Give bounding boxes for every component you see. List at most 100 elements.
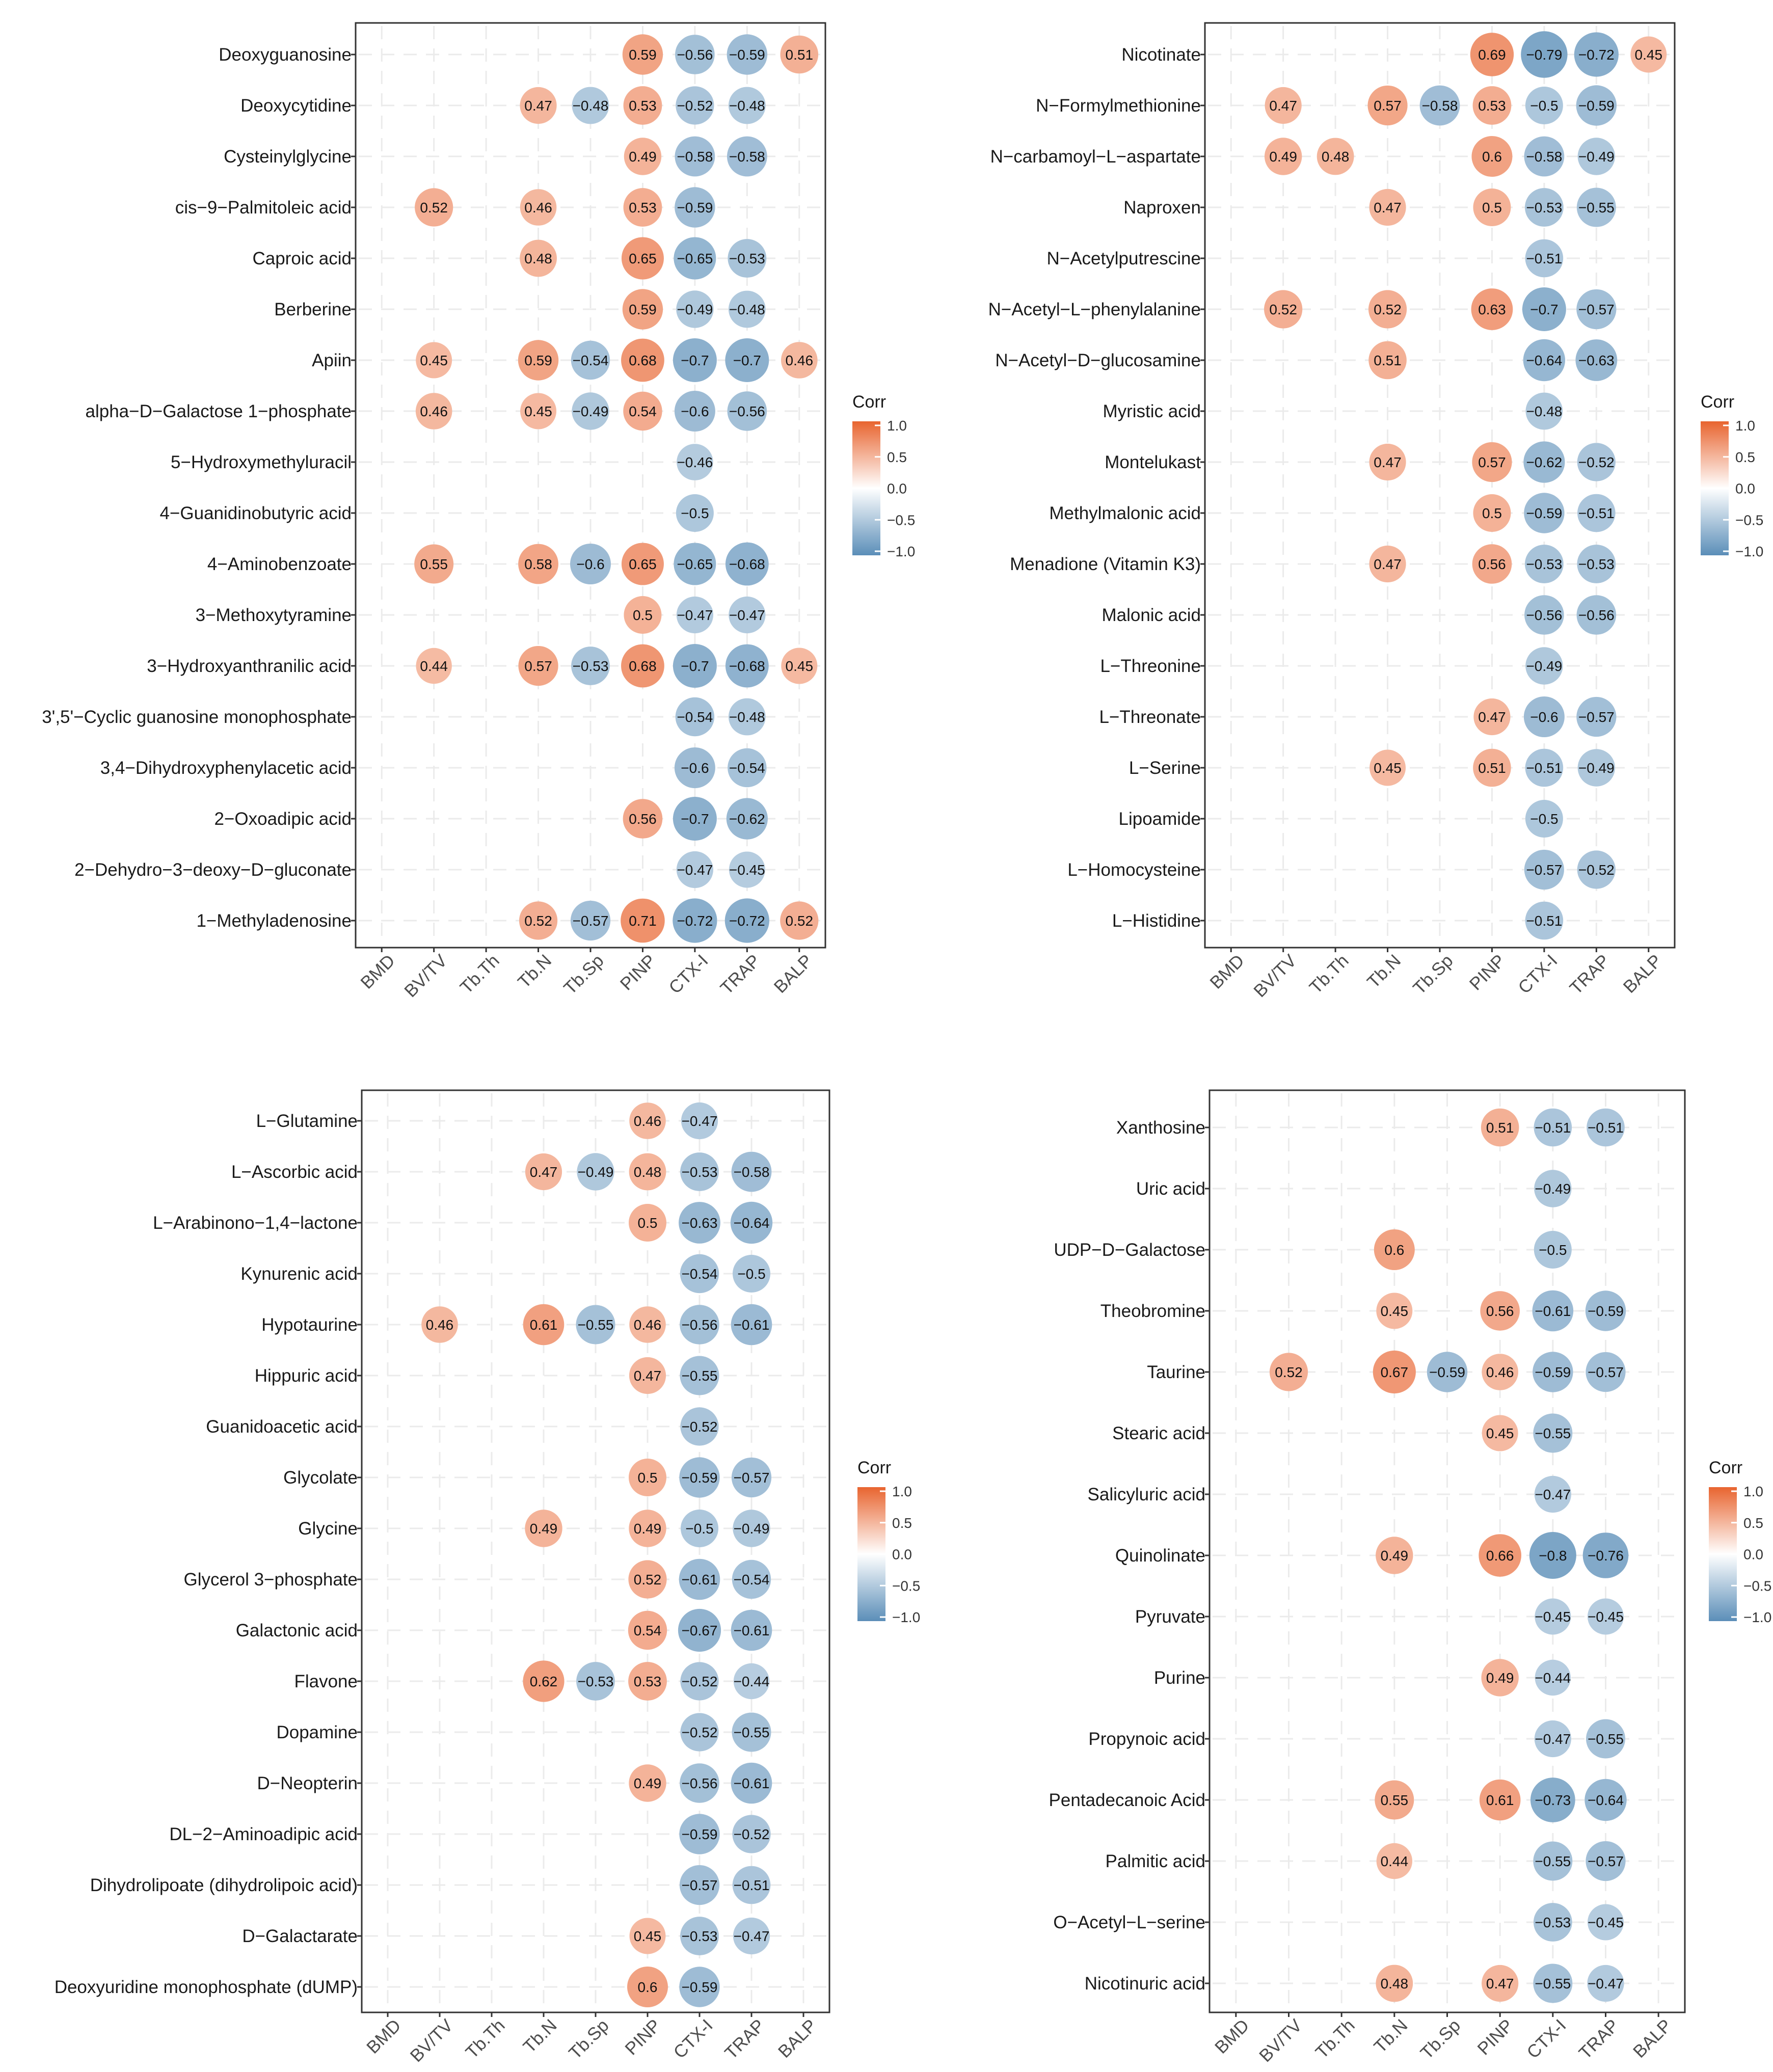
correlation-dot bbox=[674, 391, 715, 432]
correlation-value: 0.49 bbox=[1486, 1670, 1514, 1686]
correlation-value: 0.59 bbox=[524, 353, 552, 368]
correlation-dot bbox=[1534, 1170, 1572, 1207]
correlation-dot bbox=[725, 542, 769, 586]
correlation-dot bbox=[1534, 1475, 1571, 1513]
correlation-value: −0.45 bbox=[729, 862, 765, 878]
correlation-cell: −0.51 bbox=[1525, 239, 1564, 278]
correlation-value: 0.5 bbox=[1482, 505, 1502, 521]
row-label: Glycolate bbox=[283, 1468, 358, 1488]
correlation-cell: −0.52 bbox=[676, 86, 714, 125]
correlation-value: 0.52 bbox=[524, 913, 552, 929]
correlation-dot bbox=[725, 644, 769, 688]
correlation-cell: −0.55 bbox=[1533, 1963, 1573, 2003]
correlation-dot bbox=[781, 342, 818, 379]
row-label: 3−Hydroxyanthranilic acid bbox=[147, 656, 352, 676]
correlation-dot bbox=[623, 391, 662, 431]
correlation-dot bbox=[1523, 339, 1566, 382]
row-label: alpha−D−Galactose 1−phosphate bbox=[86, 401, 352, 421]
row-label: DL−2−Aminoadipic acid bbox=[169, 1824, 358, 1844]
correlation-value: 0.66 bbox=[1486, 1548, 1514, 1564]
correlation-value: −0.61 bbox=[734, 1623, 770, 1638]
correlation-dot bbox=[1479, 1779, 1521, 1821]
row-label: L−Glutamine bbox=[256, 1111, 358, 1131]
correlation-dot bbox=[628, 1610, 667, 1650]
correlation-dot bbox=[572, 87, 609, 124]
correlation-cell: −0.57 bbox=[1586, 1352, 1626, 1392]
correlation-dot bbox=[1584, 1779, 1627, 1821]
correlation-dot bbox=[1533, 1841, 1573, 1881]
correlation-value: −0.7 bbox=[681, 811, 709, 827]
correlation-cell: 0.47 bbox=[525, 1153, 562, 1191]
correlation-cell: −0.53 bbox=[571, 647, 610, 685]
correlation-value: 0.47 bbox=[1269, 98, 1297, 114]
correlation-value: 0.5 bbox=[1482, 200, 1502, 216]
correlation-value: 0.5 bbox=[638, 1470, 658, 1486]
correlation-dot bbox=[571, 340, 610, 380]
correlation-cell: −0.51 bbox=[1587, 1108, 1625, 1147]
correlation-cell: −0.56 bbox=[1576, 595, 1617, 635]
correlation-value: 0.68 bbox=[629, 353, 657, 368]
correlation-dot bbox=[680, 1305, 719, 1344]
correlation-cell: 0.47 bbox=[1473, 698, 1511, 736]
correlation-value: 0.58 bbox=[524, 556, 552, 572]
correlation-dot bbox=[680, 1152, 719, 1191]
correlation-value: −0.5 bbox=[1530, 98, 1558, 114]
column-label: BV/TV bbox=[1255, 2015, 1306, 2066]
correlation-value: 0.69 bbox=[1478, 47, 1506, 63]
correlation-value: 0.53 bbox=[629, 98, 657, 114]
correlation-value: −0.47 bbox=[1588, 1976, 1624, 1992]
correlation-value: 0.49 bbox=[634, 1521, 662, 1537]
correlation-dot bbox=[1529, 1532, 1576, 1579]
correlation-dot bbox=[680, 1254, 719, 1294]
correlation-dot bbox=[1588, 1598, 1624, 1635]
correlation-cell: −0.55 bbox=[1533, 1413, 1573, 1453]
correlation-cell: −0.58 bbox=[1419, 85, 1460, 126]
correlation-dot bbox=[678, 1608, 721, 1652]
row-label: D−Galactarate bbox=[242, 1926, 358, 1946]
correlation-value: 0.56 bbox=[629, 811, 657, 827]
correlation-dot bbox=[518, 645, 558, 686]
correlation-dot bbox=[1264, 290, 1303, 329]
correlation-value: 0.59 bbox=[629, 47, 657, 63]
correlation-dot bbox=[680, 1662, 719, 1701]
correlation-cell: −0.72 bbox=[673, 898, 717, 943]
correlation-dot bbox=[1574, 32, 1619, 77]
row-label: Nicotinate bbox=[1121, 45, 1201, 65]
legend-tick-label: −1.0 bbox=[887, 544, 915, 559]
correlation-cell: 0.45 bbox=[781, 648, 818, 684]
correlation-value: 0.68 bbox=[629, 658, 657, 674]
correlation-dot bbox=[628, 1662, 667, 1701]
correlation-dot bbox=[629, 1153, 666, 1191]
correlation-dot bbox=[570, 900, 611, 941]
correlation-dot bbox=[732, 1815, 771, 1853]
correlation-value: −0.52 bbox=[734, 1826, 770, 1842]
correlation-cell: −0.7 bbox=[673, 797, 717, 841]
correlation-cell: −0.59 bbox=[675, 187, 715, 228]
column-label: TRAP bbox=[721, 2015, 769, 2063]
correlation-value: −0.61 bbox=[734, 1775, 770, 1791]
correlation-dot bbox=[1369, 189, 1406, 226]
correlation-value: −0.57 bbox=[682, 1877, 718, 1893]
correlation-cell: 0.47 bbox=[1369, 443, 1406, 481]
correlation-dot bbox=[781, 648, 818, 684]
correlation-value: −0.47 bbox=[677, 862, 713, 878]
correlation-cell: −0.57 bbox=[1586, 1841, 1626, 1881]
correlation-cell: −0.58 bbox=[731, 1151, 772, 1192]
correlation-value: −0.72 bbox=[677, 913, 713, 929]
correlation-value: −0.64 bbox=[734, 1215, 770, 1231]
row-label: D−Neopterin bbox=[257, 1773, 358, 1793]
correlation-cell: −0.55 bbox=[1533, 1841, 1573, 1881]
correlation-value: −0.45 bbox=[1535, 1609, 1571, 1625]
row-label: Guanidoacetic acid bbox=[206, 1417, 358, 1437]
correlation-value: −0.57 bbox=[573, 913, 609, 929]
correlation-value: 0.47 bbox=[1486, 1976, 1514, 1992]
correlation-dot bbox=[676, 596, 713, 634]
correlation-dot bbox=[729, 851, 765, 888]
correlation-dot bbox=[1525, 87, 1563, 124]
correlation-dot bbox=[621, 237, 664, 280]
correlation-value: −0.5 bbox=[1539, 1242, 1567, 1258]
correlation-dot bbox=[1472, 86, 1512, 125]
correlation-cell: −0.6 bbox=[570, 544, 611, 584]
correlation-value: −0.72 bbox=[1578, 47, 1615, 63]
correlation-dot bbox=[677, 444, 713, 480]
